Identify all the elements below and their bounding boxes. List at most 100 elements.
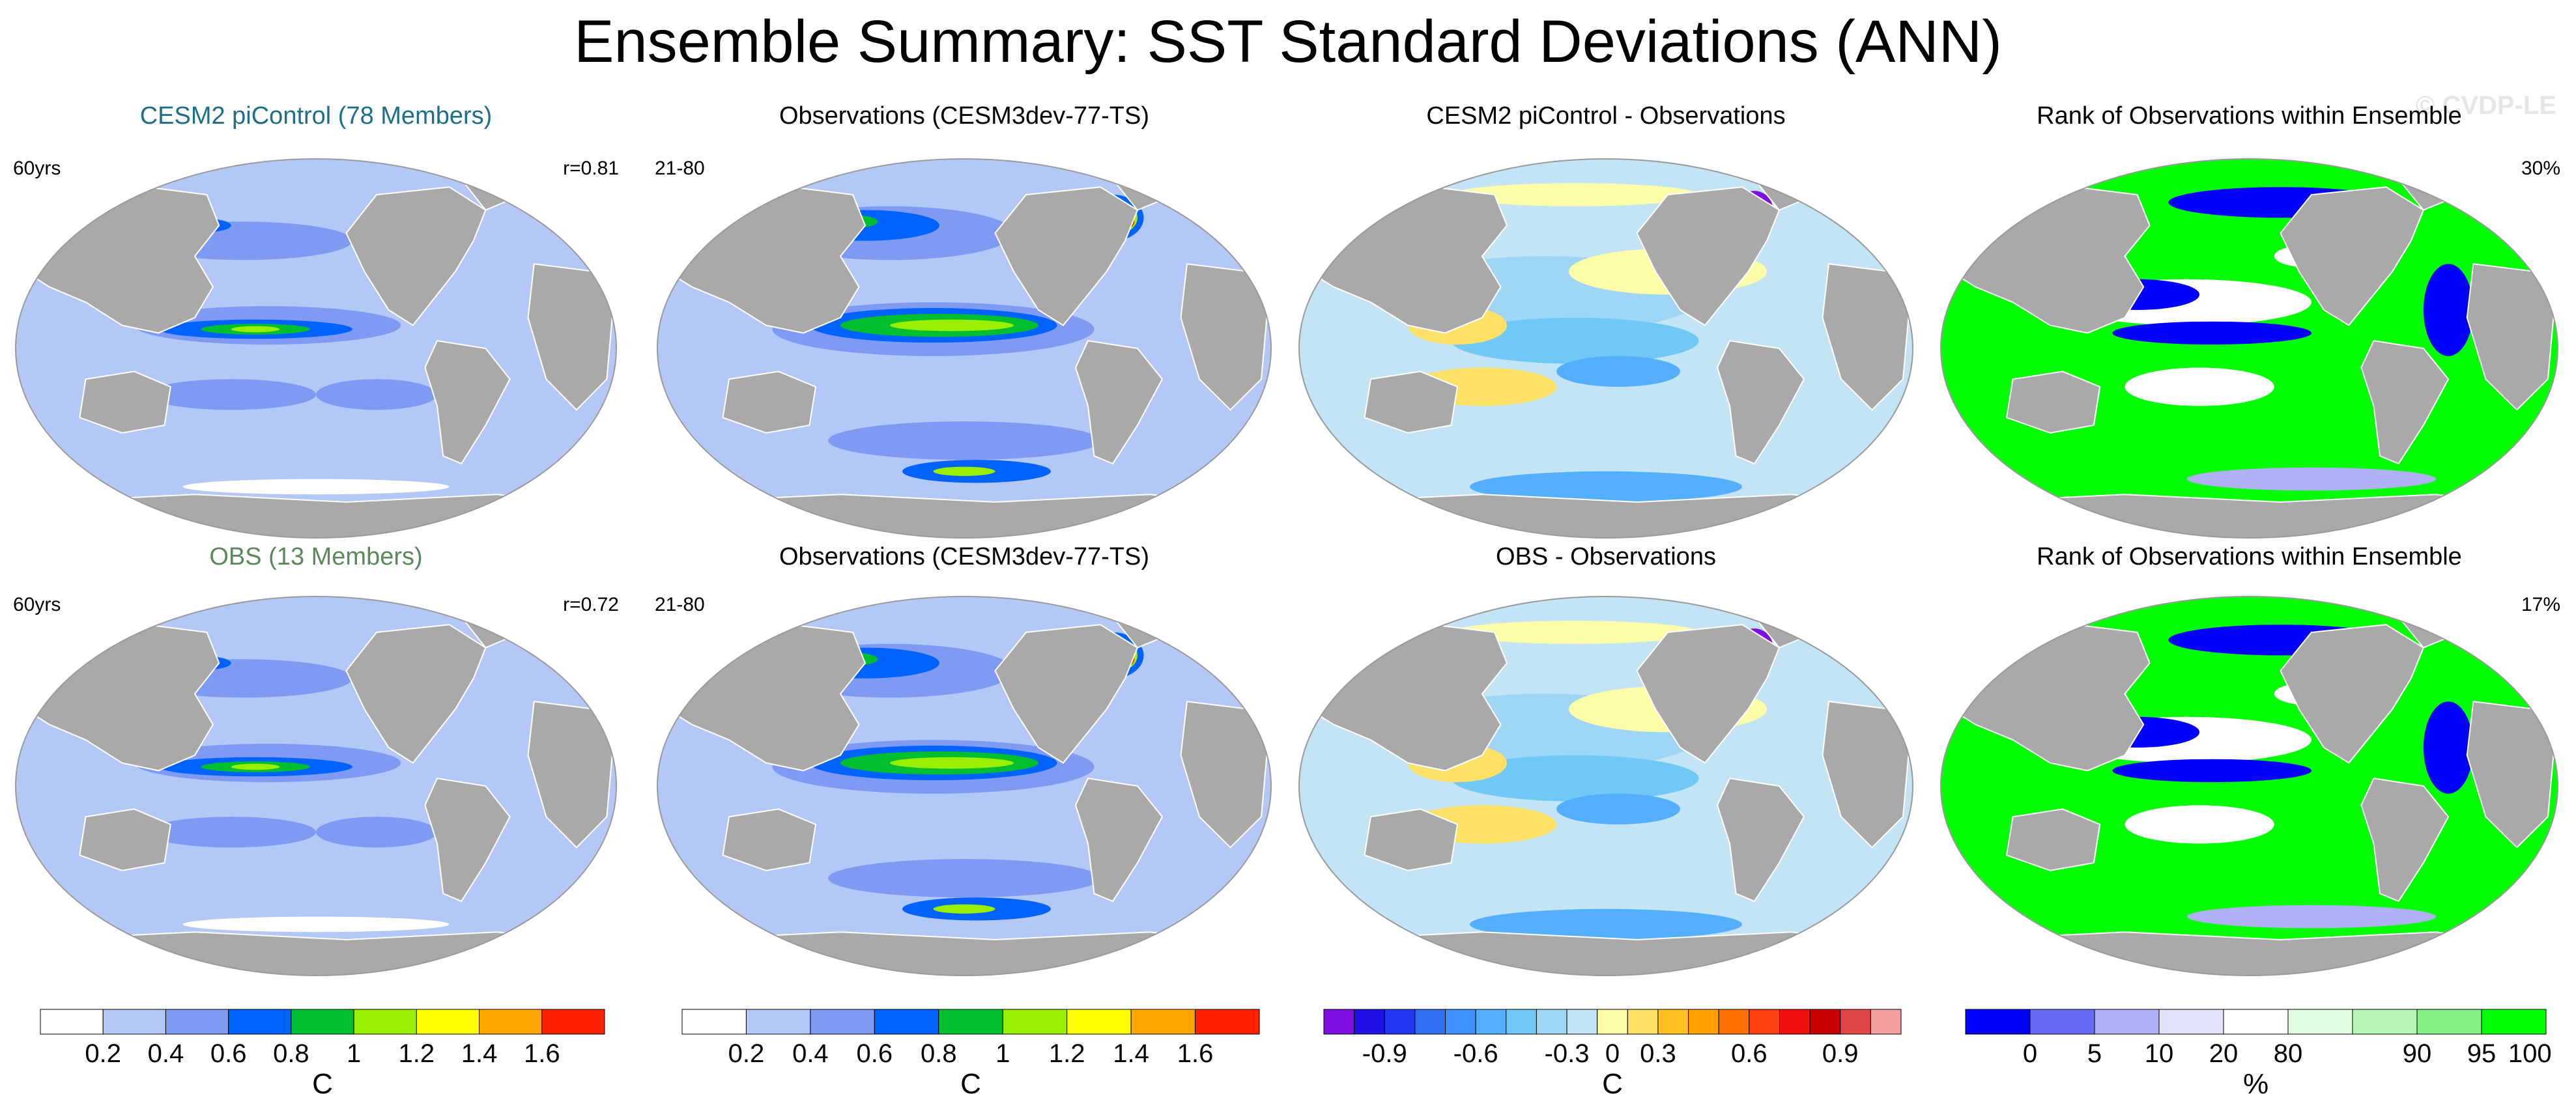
colorbar-tick-label: 0.6 xyxy=(856,1039,893,1068)
colorbar-tick-label: 0 xyxy=(1605,1039,1620,1068)
colorbar-swatch xyxy=(165,1009,229,1035)
map-border xyxy=(657,158,1272,539)
sst-anomaly-contour xyxy=(231,326,280,333)
colorbar-swatch xyxy=(479,1009,543,1035)
panel-right-label: 17% xyxy=(2521,594,2560,615)
colorbar-swatch xyxy=(1354,1009,1385,1035)
sst-anomaly-contour xyxy=(2423,264,2474,356)
colorbar-unit-label: C xyxy=(960,1068,981,1100)
colorbar-swatch xyxy=(1657,1009,1689,1035)
land-namerica xyxy=(345,186,487,326)
land-namerica xyxy=(345,624,487,764)
colorbar xyxy=(1323,1009,1902,1035)
land-namerica xyxy=(994,624,1139,764)
panel-left-label: 21-80 xyxy=(655,158,705,179)
colorbar-swatch xyxy=(228,1009,292,1035)
colorbar-swatch xyxy=(874,1009,939,1035)
colorbar-tick-label: 20 xyxy=(2209,1039,2239,1068)
sst-anomaly-contour xyxy=(2125,367,2274,406)
colorbar-tick-label: 1.4 xyxy=(461,1039,498,1068)
colorbar-swatch xyxy=(1688,1009,1719,1035)
colorbar-tick-label: 100 xyxy=(2508,1039,2552,1068)
land-antarctica xyxy=(1967,494,2532,538)
colorbar-tick-label: 1.4 xyxy=(1113,1039,1149,1068)
colorbar-swatch xyxy=(1840,1009,1871,1035)
colorbar-tick-label: -0.6 xyxy=(1453,1039,1498,1068)
sst-anomaly-contour xyxy=(1556,793,1680,824)
colorbar-swatch xyxy=(1506,1009,1537,1035)
land-australia xyxy=(2005,808,2101,871)
sst-anomaly-contour xyxy=(828,421,1100,460)
land-australia xyxy=(1364,371,1459,434)
map-border xyxy=(1298,158,1913,539)
land-antarctica xyxy=(683,494,1245,538)
sst-anomaly-contour xyxy=(2187,905,2436,929)
map-panel xyxy=(15,596,617,976)
sst-anomaly-contour xyxy=(2187,467,2436,491)
sst-anomaly-contour xyxy=(1470,908,1742,940)
colorbar-swatch xyxy=(1323,1009,1355,1035)
colorbar-swatch xyxy=(2352,1009,2418,1035)
colorbar-swatch xyxy=(745,1009,811,1035)
colorbar xyxy=(681,1009,1260,1035)
land-australia xyxy=(79,808,171,871)
colorbar-swatch xyxy=(810,1009,875,1035)
colorbar-swatch xyxy=(416,1009,480,1035)
colorbar-tick-label: 0.8 xyxy=(920,1039,957,1068)
colorbar-swatch xyxy=(2158,1009,2224,1035)
colorbar-tick-label: 95 xyxy=(2467,1039,2497,1068)
land-samerica xyxy=(2360,778,2450,903)
colorbar-tick-label: 0.3 xyxy=(1640,1039,1676,1068)
colorbar-tick-label: 1 xyxy=(995,1039,1010,1068)
land-australia xyxy=(1364,808,1459,871)
colorbar-tick-label: 1.2 xyxy=(398,1039,435,1068)
colorbar-swatch xyxy=(1597,1009,1628,1035)
land-australia xyxy=(722,371,817,434)
colorbar-tick-label: 0.2 xyxy=(728,1039,765,1068)
land-samerica xyxy=(1716,778,1805,903)
colorbar-swatch xyxy=(1130,1009,1196,1035)
colorbar-swatch xyxy=(40,1009,104,1035)
panel-title: OBS - Observations xyxy=(1496,543,1716,570)
sst-anomaly-contour xyxy=(182,916,450,933)
sst-anomaly-contour xyxy=(146,817,317,848)
colorbar-tick-label: 5 xyxy=(2087,1039,2102,1068)
colorbar-tick-label: 0 xyxy=(2022,1039,2038,1068)
sst-anomaly-contour xyxy=(828,859,1100,898)
panel-title: Rank of Observations within Ensemble xyxy=(2037,102,2462,130)
colorbar-swatch xyxy=(1536,1009,1567,1035)
sst-anomaly-contour xyxy=(2112,321,2311,345)
land-antarctica xyxy=(683,931,1245,976)
colorbar-unit-label: C xyxy=(1602,1068,1623,1100)
sst-anomaly-contour xyxy=(146,379,317,410)
colorbar-unit-label: C xyxy=(312,1068,333,1100)
colorbar-swatch xyxy=(1779,1009,1810,1035)
colorbar-swatch xyxy=(1002,1009,1068,1035)
panel-left-label: 60yrs xyxy=(13,594,61,615)
colorbar-tick-label: -0.3 xyxy=(1544,1039,1590,1068)
map-border xyxy=(1298,596,1913,976)
sst-anomaly-contour xyxy=(1556,356,1680,387)
colorbar-tick-label: 80 xyxy=(2273,1039,2303,1068)
sst-anomaly-contour xyxy=(890,319,1014,331)
colorbar-swatch xyxy=(2481,1009,2547,1035)
sst-anomaly-contour xyxy=(1451,317,1699,364)
colorbar-tick-label: 0.9 xyxy=(1822,1039,1859,1068)
land-samerica xyxy=(1716,340,1805,465)
panel-title: Observations (CESM3dev-77-TS) xyxy=(779,543,1150,570)
colorbar-tick-label: 0.4 xyxy=(792,1039,829,1068)
land-namerica xyxy=(2280,624,2425,764)
colorbar-tick-label: 1.2 xyxy=(1048,1039,1085,1068)
colorbar-tick-label: 0.6 xyxy=(210,1039,247,1068)
sst-anomaly-contour xyxy=(933,466,995,476)
land-australia xyxy=(722,808,817,871)
panel-title: CESM2 piControl - Observations xyxy=(1426,102,1786,130)
colorbar-swatch xyxy=(1384,1009,1416,1035)
colorbar-swatch xyxy=(2094,1009,2160,1035)
panel-right-label: 30% xyxy=(2521,158,2560,179)
land-samerica xyxy=(424,778,511,903)
map-panel xyxy=(1940,158,2558,539)
land-antarctica xyxy=(1967,931,2532,976)
colorbar-swatch xyxy=(1445,1009,1476,1035)
land-samerica xyxy=(424,340,511,465)
